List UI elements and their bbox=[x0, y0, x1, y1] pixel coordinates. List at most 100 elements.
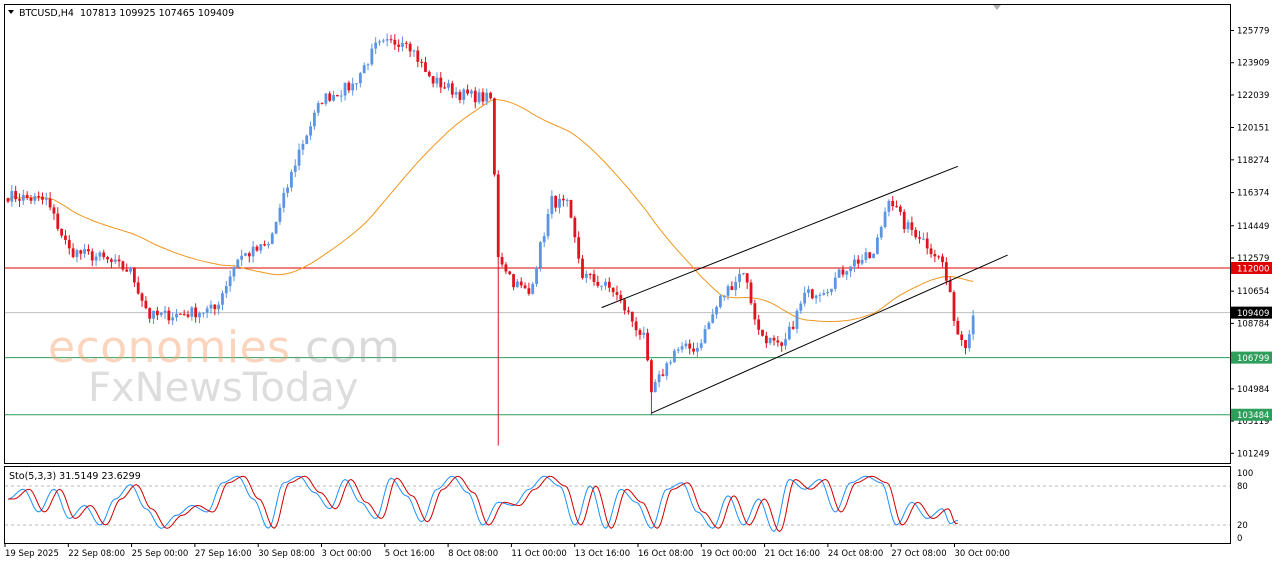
candle-body bbox=[669, 362, 672, 364]
candle-body bbox=[937, 256, 941, 258]
x-tick-label: 30 Oct 00:00 bbox=[955, 549, 1010, 559]
candle-body bbox=[711, 314, 715, 323]
stoch-axis-label: 100 bbox=[1237, 469, 1253, 479]
candle-body bbox=[416, 50, 420, 62]
candle-body bbox=[918, 237, 921, 239]
candle-body bbox=[673, 350, 676, 363]
candle-body bbox=[106, 257, 109, 260]
candle-body bbox=[305, 135, 309, 144]
candle-body bbox=[581, 258, 584, 278]
candle-body bbox=[94, 256, 98, 261]
candle-body bbox=[588, 274, 592, 276]
x-tick-label: 24 Oct 08:00 bbox=[828, 549, 883, 559]
candle-body bbox=[826, 291, 830, 294]
candle-body bbox=[251, 246, 255, 257]
candle-body bbox=[761, 329, 764, 336]
candle-body bbox=[891, 200, 895, 207]
watermark-brand-suffix: .com bbox=[290, 322, 401, 373]
candle-body bbox=[52, 207, 56, 214]
channel-trendline-upper[interactable] bbox=[601, 165, 959, 309]
candle-body bbox=[358, 73, 362, 84]
candle-body bbox=[837, 269, 841, 278]
x-tick-label: 30 Sep 08:00 bbox=[258, 549, 315, 559]
price-tag bbox=[1231, 261, 1272, 274]
candle-body bbox=[787, 326, 791, 340]
candle-body bbox=[661, 374, 665, 376]
candle-body bbox=[41, 196, 44, 200]
candle-body bbox=[554, 196, 558, 208]
x-tick-label: 25 Sep 00:00 bbox=[132, 549, 189, 559]
candle-body bbox=[117, 259, 121, 262]
candle-body bbox=[493, 98, 496, 175]
candle-body bbox=[967, 334, 971, 349]
candle-body bbox=[6, 198, 10, 202]
candle-body bbox=[381, 40, 385, 42]
candle-body bbox=[734, 281, 738, 291]
candle-body bbox=[745, 273, 749, 283]
candle-body bbox=[653, 382, 657, 393]
candle-body bbox=[450, 83, 454, 95]
candle-body bbox=[213, 304, 217, 310]
candle-body bbox=[657, 374, 661, 383]
y-tick-label: 112579 bbox=[1237, 254, 1269, 264]
candle-body bbox=[864, 252, 868, 260]
candle-body bbox=[707, 322, 711, 330]
candle-body bbox=[320, 103, 324, 105]
candle-body bbox=[803, 292, 807, 304]
candle-body bbox=[401, 42, 404, 47]
candle-body bbox=[665, 363, 669, 376]
candle-body bbox=[565, 199, 569, 201]
candle-body bbox=[810, 289, 814, 299]
candle-body bbox=[853, 259, 856, 267]
scroll-marker-icon[interactable] bbox=[993, 5, 1001, 10]
candle-body bbox=[592, 274, 596, 282]
candle-body bbox=[703, 329, 707, 344]
candle-body bbox=[132, 267, 136, 283]
candle-body bbox=[190, 307, 194, 317]
candle-body bbox=[519, 281, 523, 286]
candle-body bbox=[477, 92, 481, 103]
watermark-fxnewstoday: FxNewsToday bbox=[88, 365, 359, 411]
collapse-arrow-icon[interactable] bbox=[8, 10, 14, 14]
candle-body bbox=[79, 250, 83, 254]
candle-body bbox=[496, 174, 500, 258]
candle-body bbox=[535, 267, 538, 284]
stochastic-label: Sto(5,3,3) 31.5149 23.6299 bbox=[9, 471, 141, 482]
candle-body bbox=[757, 319, 761, 330]
candle-body bbox=[339, 95, 343, 97]
candle-body bbox=[910, 222, 914, 230]
candle-body bbox=[148, 308, 152, 319]
candle-body bbox=[527, 288, 531, 294]
candle-body bbox=[768, 337, 772, 344]
candle-body bbox=[198, 313, 201, 318]
candle-body bbox=[324, 93, 328, 104]
candle-body bbox=[485, 92, 489, 102]
candle-body bbox=[18, 199, 21, 201]
candle-body bbox=[182, 313, 186, 315]
candle-body bbox=[443, 87, 447, 89]
candle-body bbox=[956, 320, 960, 335]
candle-body bbox=[397, 44, 401, 47]
candle-body bbox=[362, 65, 366, 74]
candle-body bbox=[25, 194, 29, 198]
candle-body bbox=[355, 83, 358, 85]
y-tick-label: 125779 bbox=[1237, 26, 1269, 36]
candle-body bbox=[481, 92, 485, 102]
candle-body bbox=[914, 229, 918, 238]
x-tick-label: 27 Sep 16:00 bbox=[195, 549, 252, 559]
candle-body bbox=[110, 259, 113, 262]
candle-body bbox=[37, 196, 41, 198]
candle-body bbox=[887, 200, 891, 212]
candle-body bbox=[347, 82, 351, 91]
candle-body bbox=[872, 253, 875, 258]
candle-body bbox=[309, 126, 312, 136]
candle-body bbox=[807, 289, 810, 293]
watermark-brand: economies bbox=[48, 322, 291, 373]
main-pane-frame bbox=[4, 4, 1231, 464]
channel-trendline-lower[interactable] bbox=[651, 254, 1008, 414]
candle-body bbox=[335, 95, 339, 97]
candle-body bbox=[175, 313, 178, 318]
candle-body bbox=[297, 149, 301, 166]
